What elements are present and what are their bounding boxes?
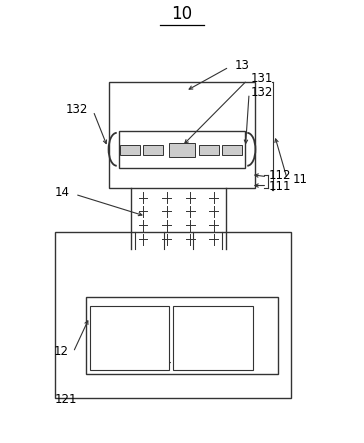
Text: 11: 11: [293, 173, 308, 187]
Bar: [199, 145, 219, 155]
Bar: [55, 232, 291, 398]
Bar: [110, 82, 254, 188]
Text: 132: 132: [251, 85, 273, 98]
Bar: [173, 306, 253, 370]
Text: 13: 13: [234, 59, 249, 72]
Bar: [143, 145, 163, 155]
Text: 132: 132: [66, 103, 88, 116]
Text: 12: 12: [54, 345, 69, 358]
Bar: [169, 143, 195, 157]
Text: 112: 112: [269, 169, 292, 182]
Bar: [86, 297, 278, 374]
Text: 131: 131: [251, 72, 273, 85]
Bar: [119, 131, 245, 168]
Bar: [120, 145, 140, 155]
Text: 122: 122: [173, 356, 196, 369]
Text: 121: 121: [54, 393, 77, 406]
Bar: [90, 306, 169, 370]
Text: 111: 111: [269, 180, 292, 193]
Text: 14: 14: [55, 187, 70, 199]
Bar: [222, 145, 242, 155]
Text: 10: 10: [171, 5, 193, 23]
